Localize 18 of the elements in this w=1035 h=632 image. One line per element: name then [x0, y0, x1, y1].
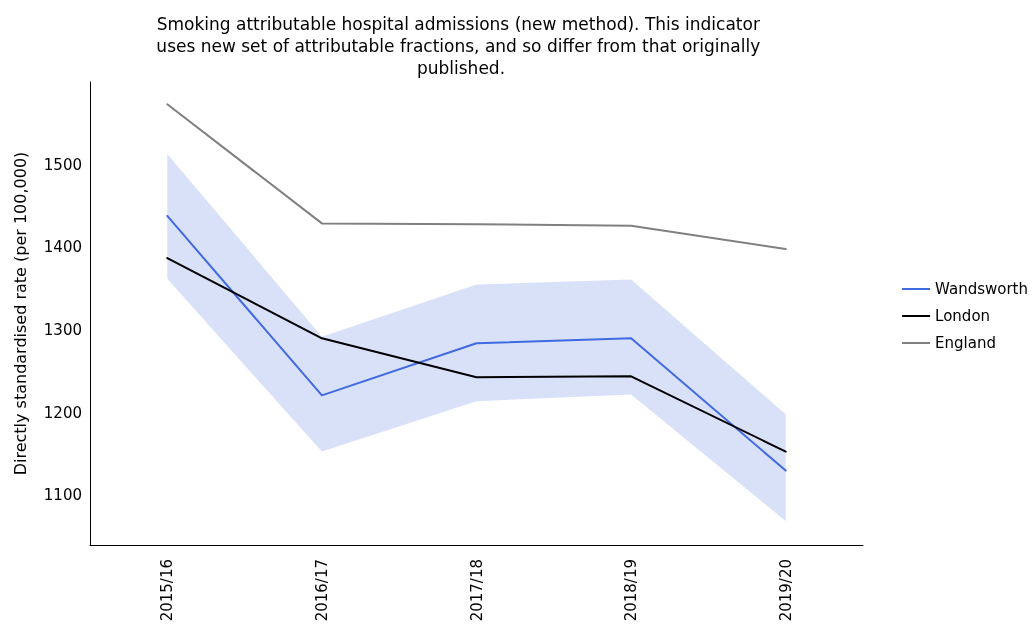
y-tick-label: 1300 [43, 321, 82, 340]
x-tick-label: 2017/18 [467, 559, 486, 622]
y-axis-title: Directly standardised rate (per 100,000) [10, 151, 30, 476]
y-tick-label: 1500 [43, 155, 82, 174]
chart-title: Smoking attributable hospital admissions (new method). This indicator uses new set of attributable fractions, and so differ from that originally published. [156, 14, 766, 78]
legend-label: Wandsworth [935, 280, 1029, 298]
x-tick-label: 2016/17 [312, 559, 331, 622]
x-tick-label: 2015/16 [158, 559, 177, 622]
x-tick-label: 2018/19 [622, 559, 641, 622]
legend-label: England [935, 334, 996, 352]
line-series [166, 257, 787, 453]
y-tick-label: 1400 [43, 238, 82, 257]
x-tick-label: 2019/20 [776, 559, 795, 622]
line-series [166, 214, 787, 472]
legend-label: London [935, 307, 991, 325]
y-tick-label: 1200 [43, 403, 82, 422]
line-series [166, 103, 787, 251]
y-tick-label: 1100 [43, 486, 82, 505]
